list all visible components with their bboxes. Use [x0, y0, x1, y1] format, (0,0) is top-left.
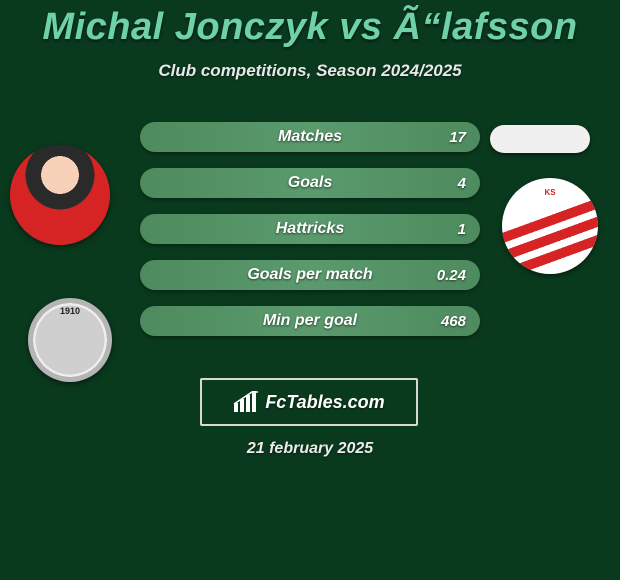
stat-value: 0.24: [437, 267, 466, 284]
player-left-photo: [10, 145, 110, 245]
stat-label: Min per goal: [263, 312, 357, 330]
bar-chart-icon: [233, 391, 259, 413]
stat-row: Goals per match 0.24: [140, 260, 480, 290]
stat-value: 1: [458, 221, 466, 238]
stat-label: Matches: [278, 128, 342, 146]
club-crest-left: 1910: [28, 298, 112, 382]
stat-label: Goals per match: [247, 266, 372, 284]
crest-left-year: 1910: [60, 306, 80, 316]
stat-value: 17: [449, 129, 466, 146]
page-title: Michal Jonczyk vs Ã“lafsson: [0, 0, 620, 49]
date-label: 21 february 2025: [0, 440, 620, 458]
stat-row: Min per goal 468: [140, 306, 480, 336]
stat-row: Hattricks 1: [140, 214, 480, 244]
stat-row: Goals 4: [140, 168, 480, 198]
stats-panel: Matches 17 Goals 4 Hattricks 1 Goals per…: [140, 122, 480, 352]
stat-label: Goals: [288, 174, 332, 192]
page-subtitle: Club competitions, Season 2024/2025: [0, 61, 620, 81]
stat-value: 4: [458, 175, 466, 192]
player-right-placeholder: [490, 125, 590, 153]
brand-text: FcTables.com: [265, 392, 384, 413]
brand-badge: FcTables.com: [200, 378, 418, 426]
stat-value: 468: [441, 313, 466, 330]
club-crest-right: KS: [502, 178, 598, 274]
stat-label: Hattricks: [276, 220, 344, 238]
stat-row: Matches 17: [140, 122, 480, 152]
crest-right-text: KS: [544, 188, 555, 197]
